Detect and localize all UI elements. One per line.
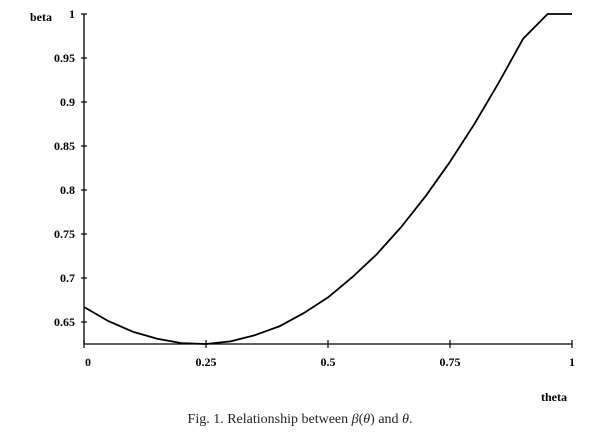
y-tick-label: 0.9 xyxy=(60,95,75,109)
x-tick-label: 0.25 xyxy=(196,355,217,369)
caption-suffix: . xyxy=(408,412,413,427)
caption-prefix: Fig. 1. Relationship between xyxy=(187,412,352,427)
tick-labels: 0.65 0.7 0.75 0.8 0.85 0.9 0.95 1 0 0.25 0.5 0.75 1 xyxy=(54,7,575,369)
y-tick-label: 0.7 xyxy=(60,271,75,285)
y-tick-label: 0.8 xyxy=(60,183,75,197)
series-line xyxy=(83,13,572,345)
y-tick-label: 0.65 xyxy=(54,315,75,329)
x-tick-label: 0.5 xyxy=(321,355,336,369)
axes xyxy=(83,14,572,345)
ticks xyxy=(81,13,573,348)
y-tick-label: 0.85 xyxy=(54,139,75,153)
y-axis-title: beta xyxy=(30,10,52,24)
caption-theta: θ xyxy=(363,412,371,427)
y-tick-label: 0.95 xyxy=(54,51,75,65)
caption-theta-2: θ xyxy=(402,412,409,427)
caption-close-paren: ) xyxy=(370,412,375,427)
caption-open-paren: ( xyxy=(358,412,364,427)
x-tick-label: 1 xyxy=(569,355,575,369)
y-tick-label: 0.75 xyxy=(54,227,75,241)
figure-caption: Fig. 1. Relationship between β(θ) and θ. xyxy=(0,412,600,428)
caption-middle: and xyxy=(374,412,403,427)
x-tick-label: 0 xyxy=(85,355,91,369)
x-axis-title: theta xyxy=(541,390,567,404)
y-tick-label: 1 xyxy=(69,7,75,21)
x-tick-label: 0.75 xyxy=(440,355,461,369)
series-group xyxy=(83,13,572,345)
caption-beta: β xyxy=(351,412,359,427)
